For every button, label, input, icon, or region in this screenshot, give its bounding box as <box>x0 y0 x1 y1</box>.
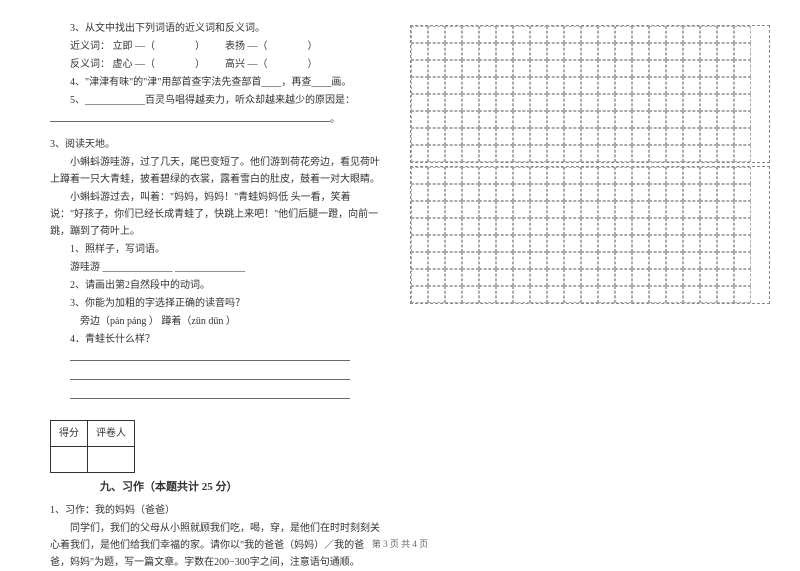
ant1: 虚心 —（ <box>113 59 156 70</box>
answer-blank1 <box>50 349 380 367</box>
score-col2: 评卷人 <box>88 421 135 447</box>
ant2: 高兴 —（ <box>225 59 268 70</box>
example: 游哇游 ______________ ______________ <box>50 259 380 276</box>
section9-title: 九、习作（本题共计 25 分） <box>100 478 380 497</box>
q5-blank: 。 <box>50 110 380 128</box>
essay-title: 1、习作：我的妈妈（爸爸） <box>50 502 380 519</box>
writing-grid-2 <box>410 166 770 304</box>
syn2: 表扬 —（ <box>225 41 268 52</box>
sub2: 2、请画出第2自然段中的动词。 <box>50 277 380 294</box>
pinyin-row: 旁边（pán páng ） 蹲着（zūn dūn ） <box>50 313 380 330</box>
ant-label: 反义词： <box>70 59 110 70</box>
sub3: 3、你能为加粗的字选择正确的读音吗？ <box>50 295 380 312</box>
reading-p2: 小蝌蚪游过去，叫着："妈妈，妈妈！"青蛙妈妈低 头一看，笑着说："好孩子，你们已… <box>50 189 380 240</box>
score-empty1 <box>51 447 88 473</box>
score-table: 得分 评卷人 <box>50 420 135 473</box>
q3-title: 3、从文中找出下列词语的近义词和反义词。 <box>50 20 380 37</box>
sub1: 1、照样子，写词语。 <box>50 241 380 258</box>
page-footer: 第 3 页 共 4 页 <box>0 537 800 550</box>
reading-p1: 小蝌蚪游哇游，过了几天，尾巴变短了。他们游到荷花旁边，看见荷叶上蹲着一只大青蛙，… <box>50 154 380 188</box>
antonyms-row: 反义词： 虚心 —（） 高兴 —（） <box>50 56 380 73</box>
reading-title: 3、阅读天地。 <box>50 136 380 153</box>
answer-blank3 <box>50 387 380 405</box>
synonyms-row: 近义词： 立即 —（） 表扬 —（） <box>50 38 380 55</box>
sub4: 4．青蛙长什么样？ <box>50 331 380 348</box>
writing-grid-1 <box>410 25 770 163</box>
syn1: 立即 —（ <box>113 41 156 52</box>
score-col1: 得分 <box>51 421 88 447</box>
q4: 4、"津津有味"的"津"用部首查字法先查部首____，再查____画。 <box>50 74 380 91</box>
q5: 5、____________百灵鸟唱得越卖力，听众却越来越少的原因是： <box>50 92 380 109</box>
score-empty2 <box>88 447 135 473</box>
answer-blank2 <box>50 368 380 386</box>
syn-label: 近义词： <box>70 41 110 52</box>
